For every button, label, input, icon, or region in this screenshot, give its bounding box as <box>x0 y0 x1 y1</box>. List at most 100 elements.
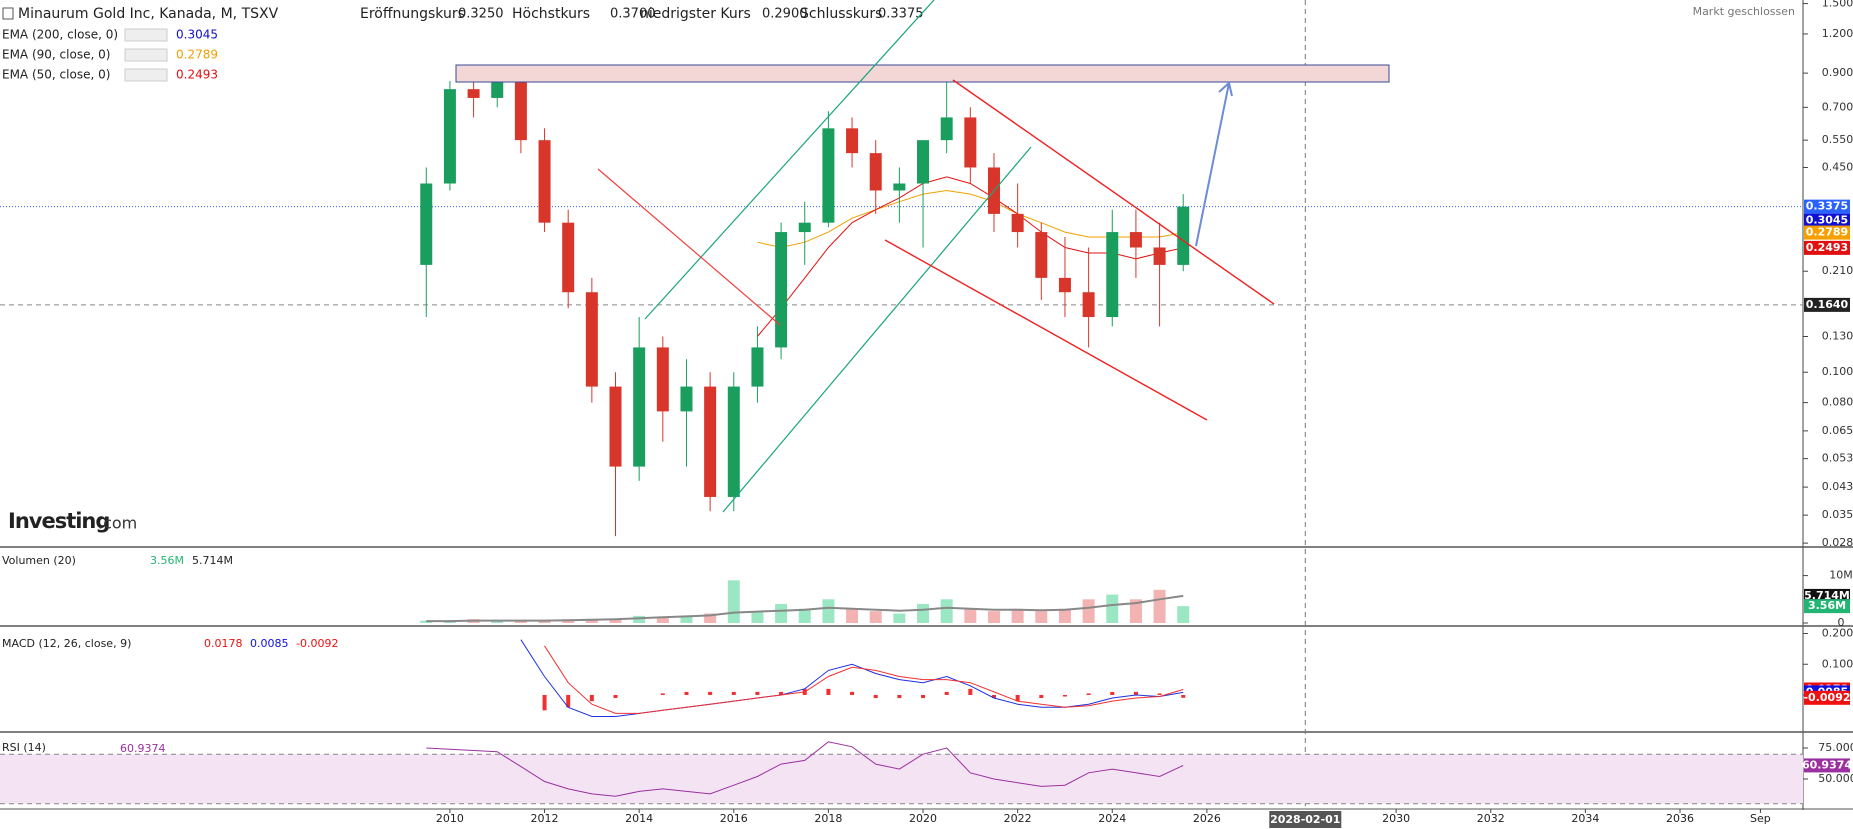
ohlc-name: Schlusskurs <box>800 6 882 22</box>
value-tag-label: -0.0092 <box>1803 691 1850 704</box>
macd-histogram <box>589 694 594 702</box>
title: Minaurum Gold Inc, Kanada, M, TSXV <box>18 6 279 22</box>
value-tag-label: 5.714M <box>1804 589 1850 602</box>
macd-histogram <box>1039 694 1044 699</box>
macd-histogram <box>731 691 736 695</box>
indicator-controls <box>124 68 168 82</box>
value-tag <box>1804 599 1850 614</box>
indicator-value: 0.2493 <box>176 68 218 82</box>
macd-histogram <box>1181 694 1186 698</box>
channel-line <box>722 146 1032 513</box>
macd-histogram <box>1110 691 1115 695</box>
macd-histogram <box>991 694 996 699</box>
ohlc-name: Eröffnungskurs <box>360 6 465 22</box>
candle-body <box>822 128 835 223</box>
trend-line <box>597 168 781 326</box>
y-tick-label: 0 <box>1838 616 1845 629</box>
volume-bar <box>893 613 906 623</box>
volume-bar <box>751 611 764 623</box>
candle-body <box>514 80 527 141</box>
volume-bar <box>680 615 693 623</box>
candle-body <box>1153 247 1166 265</box>
macd-histogram <box>1062 694 1067 697</box>
candle-body <box>893 183 906 191</box>
volume-bar <box>443 621 456 623</box>
x-tick-label: 2026 <box>1193 812 1221 825</box>
ohlc-value: 0.3250 <box>458 7 504 22</box>
value-tag-label: 0.2493 <box>1806 241 1848 254</box>
macd-histogram <box>850 691 855 695</box>
value-tag <box>1804 240 1850 255</box>
volume-bar <box>609 619 622 623</box>
macd-histogram <box>684 691 689 695</box>
ohlc-name: Höchstkurs <box>512 6 590 22</box>
resistance-zone <box>455 64 1390 83</box>
ohlc-name: niedrigster Kurs <box>640 6 751 22</box>
x-tick-label: 2018 <box>814 812 842 825</box>
volume-bar <box>917 604 930 623</box>
panel-title: Volumen (20) <box>2 554 76 567</box>
macd-histogram <box>897 694 902 699</box>
trend-line <box>952 79 1275 305</box>
volume-bar <box>987 611 1000 623</box>
value-tag-label: 0.1640 <box>1806 298 1849 311</box>
legend-value: -0.0092 <box>296 637 338 650</box>
candle-body <box>964 117 977 168</box>
ohlc-value: 0.3375 <box>878 7 924 22</box>
value-tag <box>1804 297 1850 312</box>
rsi-band <box>0 754 1803 804</box>
x-tick-label: 2022 <box>1004 812 1032 825</box>
value-tag-label: 0.3045 <box>1806 214 1848 227</box>
panel-title: MACD (12, 26, close, 9) <box>2 637 131 650</box>
volume-bar <box>562 620 575 623</box>
x-tick-label: 2036 <box>1666 812 1694 825</box>
signal-line <box>544 645 1184 714</box>
macd-histogram <box>1157 693 1162 695</box>
candle-body <box>1011 213 1024 233</box>
volume-bar <box>1129 599 1142 623</box>
volume-bar <box>846 608 859 623</box>
value-tag <box>1804 213 1850 228</box>
candle-body <box>1035 232 1048 278</box>
candle-body <box>775 232 788 348</box>
volume-bar <box>775 604 788 623</box>
legend-value: 60.9374 <box>120 742 166 755</box>
macd-histogram <box>1086 693 1091 695</box>
candle-body <box>467 89 480 98</box>
volume-bar <box>1058 608 1071 623</box>
value-tag <box>1804 199 1850 214</box>
macd-histogram <box>944 691 949 695</box>
volume-bar <box>1153 589 1166 623</box>
volume-bar <box>704 613 717 623</box>
macd-histogram <box>921 694 926 699</box>
candle-body <box>798 222 811 233</box>
volume-bar <box>514 621 527 623</box>
target-arrow <box>1195 81 1233 247</box>
x-tick-label: 2016 <box>720 812 748 825</box>
candle-body <box>1082 292 1095 318</box>
value-tag-label: 3.56M <box>1808 599 1846 612</box>
volume-bar <box>798 608 811 623</box>
value-tag-label: 60.9374 <box>1802 758 1852 771</box>
macd-histogram <box>613 694 618 699</box>
x-tick-label: 2020 <box>909 812 937 825</box>
value-tag <box>1804 690 1850 705</box>
candle-body <box>1058 277 1071 293</box>
candle-body <box>751 347 764 387</box>
panel-title: RSI (14) <box>2 741 46 754</box>
macd-histogram <box>873 694 878 699</box>
indicator-name: EMA (200, close, 0) <box>2 28 118 42</box>
candle-body <box>633 347 646 467</box>
legend-value: 0.0178 <box>204 637 243 650</box>
candle-body <box>585 292 598 387</box>
candle-body <box>1106 232 1119 318</box>
volume-bar <box>420 620 433 623</box>
macd-histogram <box>1133 691 1138 695</box>
